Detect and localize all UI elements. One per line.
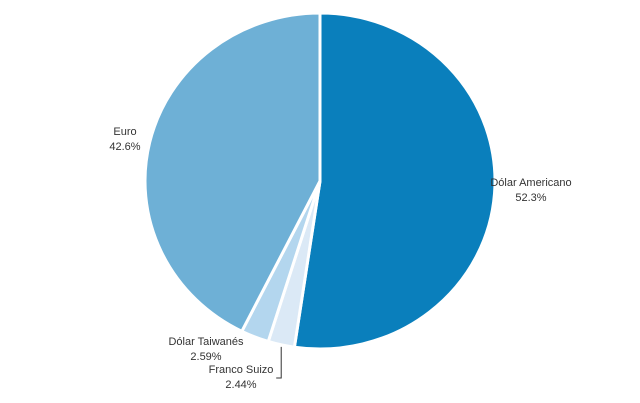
pie-slice xyxy=(292,11,497,351)
slice-percent: 52.3% xyxy=(515,192,546,204)
slice-label: Franco Suizo 2.44% xyxy=(209,364,274,391)
slice-name: Dólar Americano xyxy=(490,177,571,189)
slice-percent: 2.44% xyxy=(225,379,256,391)
leader-line xyxy=(276,346,282,379)
slice-label: Dólar Taiwanés 2.59% xyxy=(168,336,244,363)
slice-label: Euro 42.6% xyxy=(109,126,140,153)
pie-slice xyxy=(143,11,322,334)
slice-percent: 2.59% xyxy=(190,351,221,363)
slice-percent: 42.6% xyxy=(109,141,140,153)
slice-label: Dólar Americano 52.3% xyxy=(490,177,571,204)
slice-name: Euro xyxy=(113,126,136,138)
slice-name: Dólar Taiwanés xyxy=(168,336,244,348)
slice-name: Franco Suizo xyxy=(209,364,274,376)
